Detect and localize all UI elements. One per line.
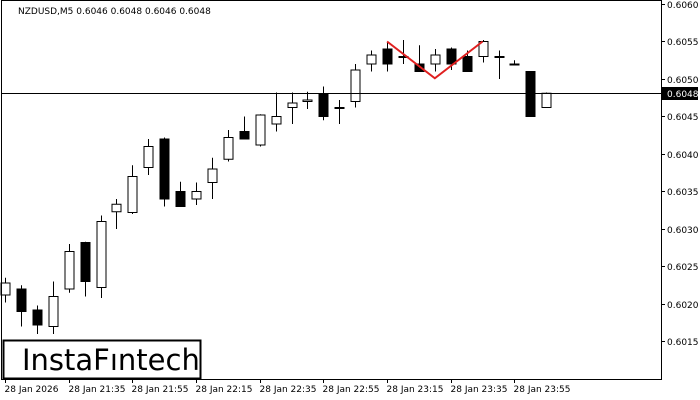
candle [382, 41, 393, 72]
candle-body-bearish [239, 131, 250, 140]
candle [541, 92, 552, 108]
x-tick-label: 28 Jan 21:55 [132, 385, 189, 395]
candle [48, 281, 59, 334]
x-axis: 28 Jan 2026 28 Jan 21:35 28 Jan 21:55 28 Ja… [5, 379, 571, 395]
candle-body-bullish [111, 203, 122, 213]
candle-body-bullish [287, 102, 298, 108]
candle [64, 244, 75, 293]
x-tick-label: 28 Jan 2026 [5, 385, 59, 395]
y-tick-label: 0.6055 [667, 38, 699, 48]
candle [334, 100, 345, 124]
candle-body-bearish [32, 309, 43, 326]
candle [350, 64, 361, 108]
candle [127, 165, 138, 214]
y-tick-label: 0.6050 [667, 76, 699, 86]
double-top-pattern-line [386, 40, 484, 80]
x-tick-label: 28 Jan 23:55 [514, 385, 571, 395]
y-tick-label: 0.6035 [667, 188, 699, 198]
brand-logo: InstaFıntech [2, 339, 202, 380]
candle-body-bearish [414, 63, 425, 72]
candle [159, 137, 170, 207]
candle [494, 50, 505, 79]
candle-body-bullish [0, 282, 11, 296]
candle [207, 157, 218, 199]
x-tick-label: 28 Jan 23:35 [451, 385, 508, 395]
candle-body-bullish [96, 221, 107, 288]
candle-body-bearish [318, 93, 329, 117]
price-tag-box [662, 87, 698, 100]
candle-body-bullish [494, 56, 505, 58]
candle-body-bullish [271, 116, 282, 125]
y-tick-label: 0.6045 [667, 113, 699, 123]
y-tick-label: 0.6025 [667, 263, 699, 273]
candle [223, 130, 234, 162]
candle [255, 114, 266, 147]
candle [430, 49, 441, 72]
candle-body-bullish [430, 54, 441, 65]
candle-body-bullish [191, 191, 202, 200]
x-tick-label: 28 Jan 21:35 [69, 385, 126, 395]
candle-body-bullish [143, 146, 154, 168]
candle-body-bullish [541, 92, 552, 108]
candle [111, 199, 122, 229]
y-axis: 0.6060 0.6055 0.6050 0.6045 0.6040 0.6035 0.60… [661, 1, 699, 348]
candle [175, 181, 186, 207]
candle [302, 91, 313, 109]
y-tick-label: 0.6030 [667, 226, 699, 236]
candle-body-bullish [302, 99, 313, 102]
candle-body-bullish [334, 107, 345, 109]
candle-body-bullish [64, 251, 75, 290]
candle-body-bullish [478, 41, 489, 57]
candle [271, 92, 282, 132]
y-tick-label: 0.6060 [667, 1, 699, 11]
candle-body-bullish [207, 168, 218, 183]
candle-body-bearish [80, 242, 91, 282]
candle-body-bullish [509, 63, 520, 66]
pattern-line-layer [386, 40, 484, 80]
candle-body-bullish [366, 54, 377, 65]
plot-frame [1, 0, 662, 380]
candle [239, 116, 250, 140]
candle-body-bearish [175, 191, 186, 207]
candle-body-bullish [48, 296, 59, 327]
candle-body-bullish [255, 114, 266, 146]
candle-body-bearish [382, 48, 393, 65]
candle-body-bearish [462, 56, 473, 72]
candle [191, 182, 202, 205]
candle [32, 305, 43, 334]
logo-wordmark: InstaFıntech [22, 343, 200, 377]
symbol-info-label: NZDUSD,M5 0.6046 0.6048 0.6046 0.6048 [18, 7, 211, 17]
candle-body-bearish [446, 48, 457, 65]
plot-border [1, 0, 662, 380]
logo-box [2, 339, 202, 380]
candle [287, 92, 298, 124]
candle-body-bullish [350, 69, 361, 102]
x-tick-label: 28 Jan 22:55 [323, 385, 380, 395]
y-tick-label: 0.6020 [667, 301, 699, 311]
candle [143, 139, 154, 175]
current-price-tag: 0.6048 [662, 87, 699, 100]
candle [509, 60, 520, 66]
x-tick-label: 28 Jan 22:15 [196, 385, 253, 395]
y-tick-label: 0.6040 [667, 151, 699, 161]
x-tick-label: 28 Jan 23:15 [387, 385, 444, 395]
x-tick-label: 28 Jan 22:35 [260, 385, 317, 395]
candle [366, 50, 377, 72]
candle [478, 40, 489, 63]
candle [80, 241, 91, 297]
price-tag-label: 0.6048 [667, 90, 699, 100]
candle-body-bullish [223, 137, 234, 160]
candle-body-bearish [159, 138, 170, 200]
candle-body-bullish [127, 176, 138, 213]
candle [16, 285, 27, 327]
y-tick-label: 0.6015 [667, 338, 699, 348]
candle-body-bearish [16, 288, 27, 312]
candle [96, 215, 107, 298]
